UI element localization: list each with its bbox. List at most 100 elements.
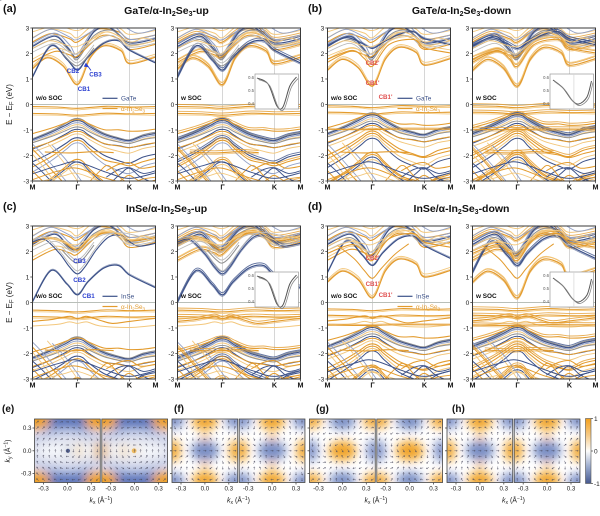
svg-text:3: 3 [321, 223, 325, 230]
svg-text:0.0: 0.0 [543, 486, 552, 493]
svg-text:1: 1 [466, 274, 470, 281]
svg-text:3: 3 [466, 25, 470, 32]
svg-text:0.0: 0.0 [476, 486, 485, 493]
svg-text:M: M [593, 381, 599, 390]
svg-text:CB2: CB2 [73, 277, 86, 284]
svg-text:2: 2 [466, 249, 470, 256]
svg-text:InSe: InSe [121, 294, 135, 301]
svg-text:GaTe/α-In2Se3-down: GaTe/α-In2Se3-down [412, 5, 511, 18]
svg-text:3: 3 [26, 25, 30, 32]
svg-text:2: 2 [171, 51, 175, 58]
svg-text:0: 0 [171, 300, 175, 307]
svg-text:kx (Å−1): kx (Å−1) [502, 496, 525, 507]
svg-text:M: M [30, 183, 36, 192]
svg-text:3: 3 [26, 223, 30, 230]
svg-text:K: K [127, 183, 133, 192]
svg-text:M: M [470, 183, 476, 192]
svg-text:0.3: 0.3 [499, 486, 508, 493]
svg-text:w/o SOC: w/o SOC [35, 95, 63, 102]
svg-text:InSe/α-In2Se3-up: InSe/α-In2Se3-up [126, 203, 207, 216]
svg-text:M: M [175, 183, 181, 192]
svg-text:w/o SOC: w/o SOC [35, 293, 63, 300]
svg-text:M: M [325, 381, 331, 390]
svg-text:CB1': CB1' [379, 292, 393, 299]
svg-text:0.6: 0.6 [248, 75, 254, 80]
svg-text:K: K [567, 381, 573, 390]
svg-text:1: 1 [594, 416, 598, 423]
svg-text:(e): (e) [2, 404, 14, 415]
svg-text:0.4: 0.4 [543, 101, 549, 106]
svg-text:0.3: 0.3 [224, 486, 233, 493]
svg-text:-1: -1 [463, 127, 469, 134]
svg-text:M: M [448, 381, 454, 390]
svg-text:K: K [567, 183, 573, 192]
svg-text:α-In2Se3: α-In2Se3 [416, 304, 441, 312]
svg-text:-1: -1 [23, 325, 29, 332]
svg-text:0.4: 0.4 [248, 101, 254, 106]
svg-text:CB2': CB2' [366, 255, 380, 262]
svg-text:CB1': CB1' [366, 281, 380, 288]
svg-text:2: 2 [26, 51, 30, 58]
svg-text:Γ: Γ [370, 183, 375, 192]
svg-text:-0.3: -0.3 [518, 486, 529, 493]
svg-text:-0.3: -0.3 [380, 486, 391, 493]
svg-text:-1: -1 [23, 127, 29, 134]
svg-text:CB1: CB1 [82, 293, 95, 300]
svg-text:K: K [127, 381, 133, 390]
svg-text:-1: -1 [463, 325, 469, 332]
svg-text:0.0: 0.0 [63, 486, 72, 493]
svg-text:w SOC: w SOC [180, 293, 202, 300]
svg-text:1: 1 [466, 76, 470, 83]
svg-text:(b): (b) [308, 3, 322, 15]
svg-text:α-In2Se3: α-In2Se3 [121, 106, 146, 114]
svg-text:0.4: 0.4 [543, 299, 549, 304]
svg-text:0.3: 0.3 [292, 486, 301, 493]
svg-text:-1: -1 [594, 481, 600, 488]
svg-text:K: K [272, 381, 278, 390]
svg-text:(f): (f) [174, 404, 184, 415]
svg-text:-1: -1 [168, 127, 174, 134]
svg-text:E − EF (eV): E − EF (eV) [5, 84, 16, 125]
svg-text:GaTe/α-In2Se3-up: GaTe/α-In2Se3-up [124, 5, 209, 18]
svg-text:-1: -1 [168, 325, 174, 332]
svg-text:0.6: 0.6 [543, 75, 549, 80]
svg-text:InSe: InSe [416, 294, 430, 301]
svg-text:0.6: 0.6 [248, 273, 254, 278]
svg-text:0: 0 [321, 300, 325, 307]
svg-text:w/o SOC: w/o SOC [330, 293, 358, 300]
svg-text:α-In2Se3: α-In2Se3 [416, 106, 441, 114]
svg-text:M: M [470, 381, 476, 390]
svg-text:w SOC: w SOC [475, 95, 497, 102]
svg-text:1: 1 [171, 274, 175, 281]
svg-text:3: 3 [171, 25, 175, 32]
svg-text:K: K [422, 183, 428, 192]
svg-text:CB1': CB1' [379, 94, 393, 101]
svg-text:Γ: Γ [220, 183, 225, 192]
svg-text:2: 2 [26, 249, 30, 256]
svg-text:M: M [298, 381, 304, 390]
svg-text:-0.3: -0.3 [105, 486, 116, 493]
svg-text:0.0: 0.0 [405, 486, 414, 493]
svg-text:Γ: Γ [220, 381, 225, 390]
svg-text:0.0: 0.0 [338, 486, 347, 493]
svg-text:-1: -1 [318, 127, 324, 134]
svg-text:CB3: CB3 [89, 72, 102, 79]
svg-text:M: M [298, 183, 304, 192]
svg-text:0.3: 0.3 [23, 425, 32, 432]
svg-text:(a): (a) [3, 3, 17, 15]
svg-text:-2: -2 [318, 351, 324, 358]
svg-text:2: 2 [321, 249, 325, 256]
svg-text:K: K [272, 183, 278, 192]
svg-text:w SOC: w SOC [180, 95, 202, 102]
svg-text:-3: -3 [23, 178, 29, 185]
svg-text:E − EF (eV): E − EF (eV) [5, 282, 16, 323]
svg-text:kx (Å−1): kx (Å−1) [90, 496, 113, 507]
svg-text:M: M [30, 381, 36, 390]
svg-text:M: M [325, 183, 331, 192]
svg-text:w SOC: w SOC [475, 293, 497, 300]
svg-text:0.4: 0.4 [248, 299, 254, 304]
svg-text:α-In2Se3: α-In2Se3 [121, 304, 146, 312]
svg-text:2: 2 [171, 249, 175, 256]
svg-text:-0.3: -0.3 [21, 471, 32, 478]
svg-text:0.3: 0.3 [567, 486, 576, 493]
